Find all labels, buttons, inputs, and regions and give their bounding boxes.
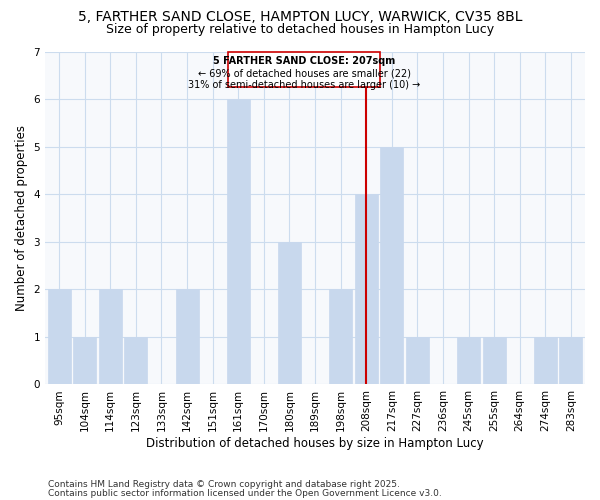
Text: 5, FARTHER SAND CLOSE, HAMPTON LUCY, WARWICK, CV35 8BL: 5, FARTHER SAND CLOSE, HAMPTON LUCY, WAR… bbox=[78, 10, 522, 24]
Bar bbox=[559, 337, 583, 384]
Text: Contains HM Land Registry data © Crown copyright and database right 2025.: Contains HM Land Registry data © Crown c… bbox=[48, 480, 400, 489]
X-axis label: Distribution of detached houses by size in Hampton Lucy: Distribution of detached houses by size … bbox=[146, 437, 484, 450]
Bar bbox=[47, 290, 71, 384]
Bar bbox=[329, 290, 352, 384]
Bar bbox=[380, 146, 403, 384]
Text: 31% of semi-detached houses are larger (10) →: 31% of semi-detached houses are larger (… bbox=[188, 80, 420, 90]
Text: Size of property relative to detached houses in Hampton Lucy: Size of property relative to detached ho… bbox=[106, 22, 494, 36]
Bar bbox=[124, 337, 148, 384]
Bar bbox=[176, 290, 199, 384]
Bar bbox=[457, 337, 480, 384]
Bar bbox=[227, 99, 250, 384]
Bar bbox=[406, 337, 429, 384]
Bar bbox=[355, 194, 378, 384]
Text: Contains public sector information licensed under the Open Government Licence v3: Contains public sector information licen… bbox=[48, 488, 442, 498]
Bar bbox=[99, 290, 122, 384]
Text: 5 FARTHER SAND CLOSE: 207sqm: 5 FARTHER SAND CLOSE: 207sqm bbox=[213, 56, 395, 66]
Bar bbox=[534, 337, 557, 384]
Y-axis label: Number of detached properties: Number of detached properties bbox=[15, 125, 28, 311]
Bar bbox=[73, 337, 96, 384]
Text: ← 69% of detached houses are smaller (22): ← 69% of detached houses are smaller (22… bbox=[197, 68, 410, 78]
Bar bbox=[278, 242, 301, 384]
Bar bbox=[482, 337, 506, 384]
FancyBboxPatch shape bbox=[228, 52, 380, 87]
